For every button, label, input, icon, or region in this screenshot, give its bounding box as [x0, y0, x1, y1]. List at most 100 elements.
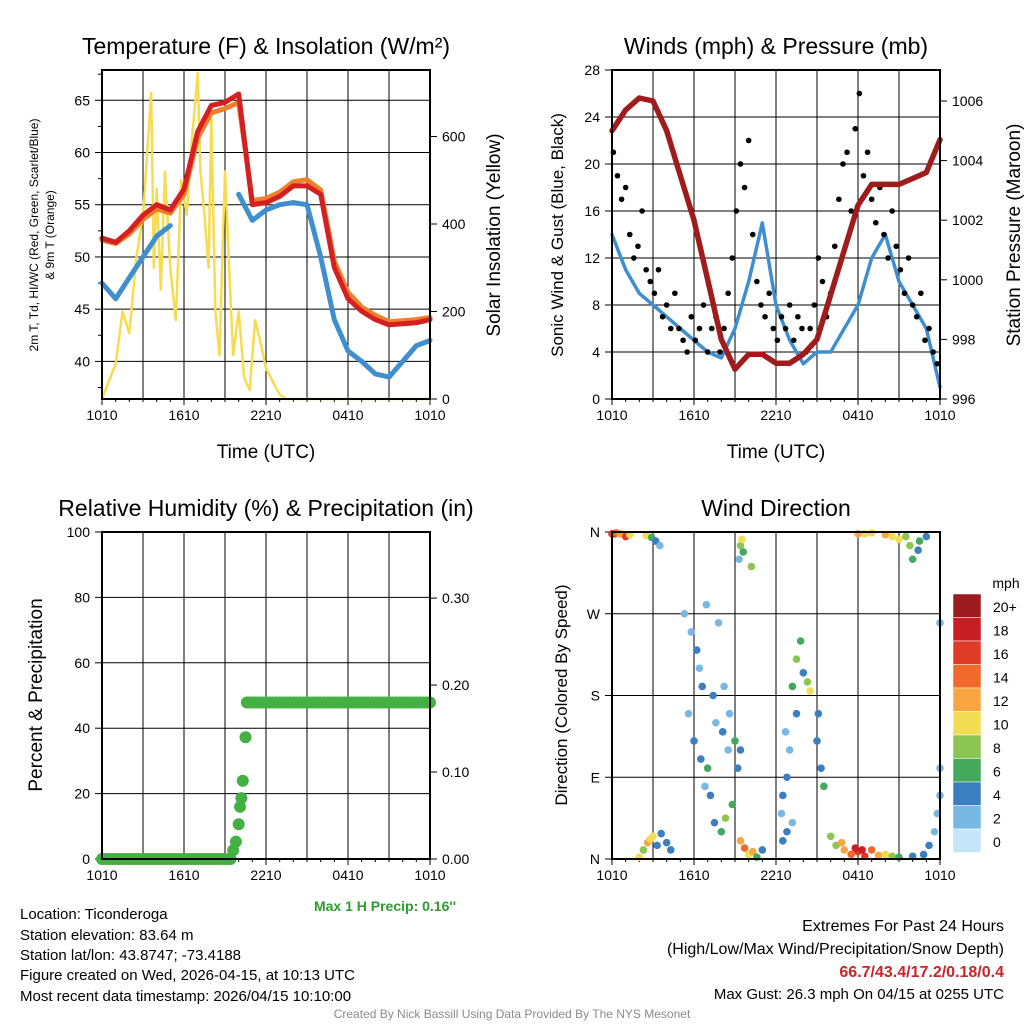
gust-point: [872, 219, 879, 226]
x-tick-label: 0410: [332, 867, 363, 883]
direction-point: [701, 782, 709, 791]
y-tick-label: N: [590, 851, 600, 867]
y-tick-label: W: [587, 606, 601, 622]
direction-point: [820, 782, 828, 791]
gust-point: [799, 325, 805, 332]
x-axis-label: Time (UTC): [217, 442, 316, 463]
direction-point: [914, 546, 922, 554]
y-tick-label: 40: [74, 353, 90, 369]
direction-point: [735, 555, 743, 564]
gust-point: [672, 290, 678, 297]
y-axis-label: Percent & Precipitation: [26, 598, 47, 791]
direction-point: [725, 709, 734, 718]
gust-point: [774, 337, 781, 344]
legend-title: mph: [992, 575, 1019, 591]
direction-point: [653, 841, 661, 850]
gust-point: [614, 172, 621, 179]
insolation-line: [100, 71, 432, 401]
legend-label: 14: [993, 670, 1009, 686]
gust-point: [631, 255, 637, 261]
series-line-9m-t: [99, 99, 433, 325]
legend-label: 20+: [993, 599, 1017, 615]
legend-swatch: [952, 664, 982, 689]
y-tick-label: E: [591, 769, 600, 785]
direction-point: [646, 835, 655, 843]
gust-point: [749, 231, 756, 238]
y2-axis-label: Solar Insolation (Yellow): [484, 133, 505, 336]
direction-point: [657, 829, 665, 838]
y-tick-label: 40: [74, 720, 90, 736]
gust-point: [934, 360, 941, 367]
x-tick-label: 1010: [86, 407, 117, 423]
direction-point: [702, 600, 711, 609]
x-tick-label: 1610: [678, 407, 709, 423]
gust-point: [684, 349, 690, 355]
gust-point: [667, 325, 674, 332]
direction-point: [783, 773, 791, 782]
chart-title: Wind Direction: [701, 495, 851, 521]
gust-point: [688, 313, 695, 320]
gust-point: [758, 302, 764, 308]
gust-point: [836, 196, 842, 203]
direction-point: [858, 846, 866, 854]
y2-tick-label: 998: [952, 331, 976, 347]
direction-point: [925, 841, 933, 850]
plot-frame: [101, 531, 431, 860]
gust-point: [635, 243, 641, 250]
gust-point: [909, 302, 916, 308]
direction-point: [706, 791, 715, 800]
x-tick-label: 1010: [596, 867, 627, 883]
direction-point: [874, 851, 883, 860]
y-tick-label: 28: [584, 62, 600, 78]
direction-point: [777, 809, 786, 818]
direction-point: [736, 541, 745, 550]
direction-point: [919, 850, 928, 859]
direction-point: [698, 682, 706, 691]
legend-swatch: [952, 805, 982, 830]
latlon-text: Station lat/lon: 43.8747; -73.4188: [20, 947, 242, 964]
x-tick-label: 2210: [250, 407, 281, 423]
precip-point: [235, 792, 248, 805]
gust-point: [643, 266, 649, 273]
direction-point: [718, 728, 727, 736]
gust-point: [622, 184, 629, 191]
gust-point: [897, 266, 904, 273]
gust-point: [860, 172, 867, 179]
x-tick-label: 2210: [760, 407, 791, 423]
y-axis-label: Sonic Wind & Gust (Blue, Black): [548, 113, 567, 357]
gust-point: [676, 325, 682, 332]
gust-point: [725, 290, 731, 297]
direction-point: [639, 846, 648, 854]
direction-point: [792, 709, 801, 718]
extremes-subtitle: (High/Low/Max Wind/Precipitation/Snow De…: [666, 941, 1004, 958]
x-tick-label: 1010: [414, 867, 445, 883]
y2-tick-label: 0.10: [442, 764, 469, 780]
gust-point: [770, 325, 777, 332]
direction-point: [788, 818, 797, 827]
direction-point: [817, 764, 825, 772]
gust-point: [737, 161, 744, 167]
y-tick-label: 60: [74, 145, 90, 161]
y-tick-label: 4: [592, 344, 600, 360]
legend-swatch: [952, 758, 982, 783]
legend-label: 4: [993, 787, 1001, 803]
direction-point: [714, 619, 723, 627]
gust-point: [856, 90, 863, 97]
gust-point: [647, 278, 654, 285]
gust-point: [811, 302, 818, 308]
legend-swatch: [952, 593, 982, 618]
y2-tick-label: 1000: [952, 272, 983, 288]
x-tick-label: 1010: [924, 867, 955, 883]
gust-point: [721, 325, 727, 332]
direction-point: [680, 609, 689, 618]
x-tick-label: 1010: [924, 407, 955, 423]
y-tick-label: 0: [592, 391, 600, 407]
gust-point: [733, 208, 740, 214]
y-axis-label: Direction (Colored By Speed): [552, 584, 571, 805]
location-text: Location: Ticonderoga: [20, 906, 168, 923]
gust-point: [626, 231, 633, 238]
direction-point: [703, 764, 712, 772]
x-tick-label: 2210: [760, 867, 791, 883]
y-tick-label: 20: [74, 786, 90, 802]
direction-point: [803, 678, 812, 686]
